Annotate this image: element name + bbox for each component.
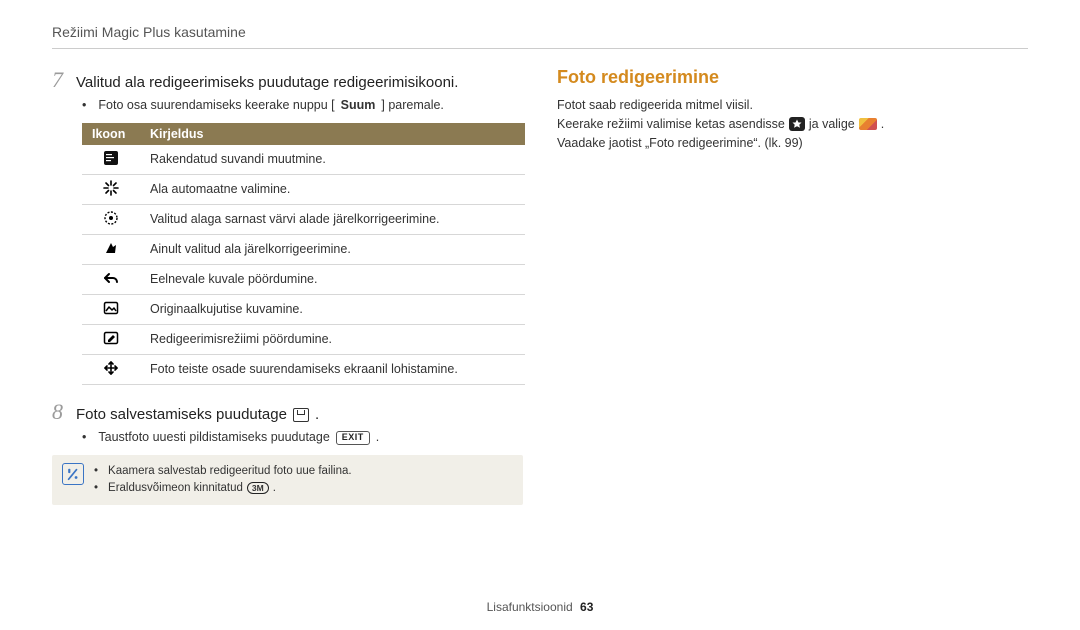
table-row: Rakendatud suvandi muutmine. [82,145,525,175]
step-8: 8 Foto salvestamiseks puudutage . [52,399,523,425]
cell-desc: Foto teiste osade suurendamiseks ekraani… [140,354,525,384]
step7-bullet: Foto osa suurendamiseks keerake nuppu [ S… [52,97,523,115]
similar-area-icon [102,210,120,226]
period: . [376,429,379,447]
bullet-pre: Foto osa suurendamiseks keerake nuppu [ [98,97,334,115]
step-text: Foto salvestamiseks puudutage . [76,405,319,425]
page-header: Režiimi Magic Plus kasutamine [52,24,1028,49]
step-number: 8 [52,399,76,425]
period: . [315,405,319,425]
adjust-panel-icon [102,150,120,166]
table-row: Valitud alaga sarnast värvi alade järelk… [82,204,525,234]
step-number: 7 [52,67,76,93]
note-line: Eraldusvõimeon kinnitatud 3M . [94,480,352,497]
right-heading: Foto redigeerimine [557,67,1028,88]
footer-page: 63 [580,600,593,614]
right-column: Foto redigeerimine Fotot saab redigeerid… [557,67,1028,505]
footer-section: Lisafunktsioonid [487,600,573,614]
cell-desc: Ala automaatne valimine. [140,174,525,204]
bullet-text: Taustfoto uuesti pildistamiseks puudutag… [98,429,329,447]
table-row: Ainult valitud ala järelkorrigeerimine. [82,234,525,264]
note-text: Eraldusvõimeon kinnitatud [108,480,243,497]
resolution-chip-icon: 3M [247,482,269,494]
th-icon: Ikoon [82,123,140,145]
note-box: Kaamera salvestab redigeeritud foto uue … [52,455,523,506]
note-line: Kaamera salvestab redigeeritud foto uue … [94,463,352,480]
icon-table: Ikoon Kirjeldus Rakendatud suvandi muutm… [82,123,525,385]
th-desc: Kirjeldus [140,123,525,145]
right-line1: Fotot saab redigeerida mitmel viisil. [557,96,1028,115]
save-icon [293,408,309,422]
cell-desc: Valitud alaga sarnast värvi alade järelk… [140,204,525,234]
move-icon [102,360,120,376]
auto-star-icon [102,180,120,196]
cell-desc: Originaalkujutise kuvamine. [140,294,525,324]
note-list: Kaamera salvestab redigeeritud foto uue … [94,463,352,498]
note-info-icon [62,463,84,485]
step-text: Valitud ala redigeerimiseks puudutage re… [76,73,458,93]
undo-icon [102,270,120,286]
right-line2: Keerake režiimi valimise ketas asendisse… [557,115,1028,134]
table-row: Foto teiste osade suurendamiseks ekraani… [82,354,525,384]
edit-mode-icon [102,330,120,346]
table-row: Ala automaatne valimine. [82,174,525,204]
original-icon [102,300,120,316]
mode-dial-icon [789,117,805,131]
right-line2a: Keerake režiimi valimise ketas asendisse [557,115,785,134]
right-line2b: ja valige [809,115,855,134]
exit-button-icon: EXIT [336,431,370,445]
cell-desc: Rakendatud suvandi muutmine. [140,145,525,175]
cell-desc: Ainult valitud ala järelkorrigeerimine. [140,234,525,264]
note-text: Kaamera salvestab redigeeritud foto uue … [108,463,352,480]
step-7: 7 Valitud ala redigeerimiseks puudutage … [52,67,523,93]
header-title: Režiimi Magic Plus kasutamine [52,24,246,40]
right-line3: Vaadake jaotist „Foto redigeerimine“. (l… [557,134,1028,153]
cell-desc: Redigeerimisrežiimi pöördumine. [140,324,525,354]
cell-desc: Eelnevale kuvale pöördumine. [140,264,525,294]
period: . [881,115,884,134]
period: . [273,480,276,497]
right-body: Fotot saab redigeerida mitmel viisil. Ke… [557,96,1028,152]
step8-text: Foto salvestamiseks puudutage [76,405,287,425]
bullet-post: ] paremale. [381,97,444,115]
step8-bullet: Taustfoto uuesti pildistamiseks puudutag… [52,429,523,447]
table-row: Originaalkujutise kuvamine. [82,294,525,324]
bullet-bold: Suum [341,97,376,115]
content-columns: 7 Valitud ala redigeerimiseks puudutage … [52,67,1028,505]
page: Režiimi Magic Plus kasutamine 7 Valitud … [0,0,1080,630]
table-row: Redigeerimisrežiimi pöördumine. [82,324,525,354]
selected-area-icon [102,240,120,256]
left-column: 7 Valitud ala redigeerimiseks puudutage … [52,67,523,505]
page-footer: Lisafunktsioonid 63 [0,600,1080,614]
palette-icon [859,118,877,130]
table-row: Eelnevale kuvale pöördumine. [82,264,525,294]
